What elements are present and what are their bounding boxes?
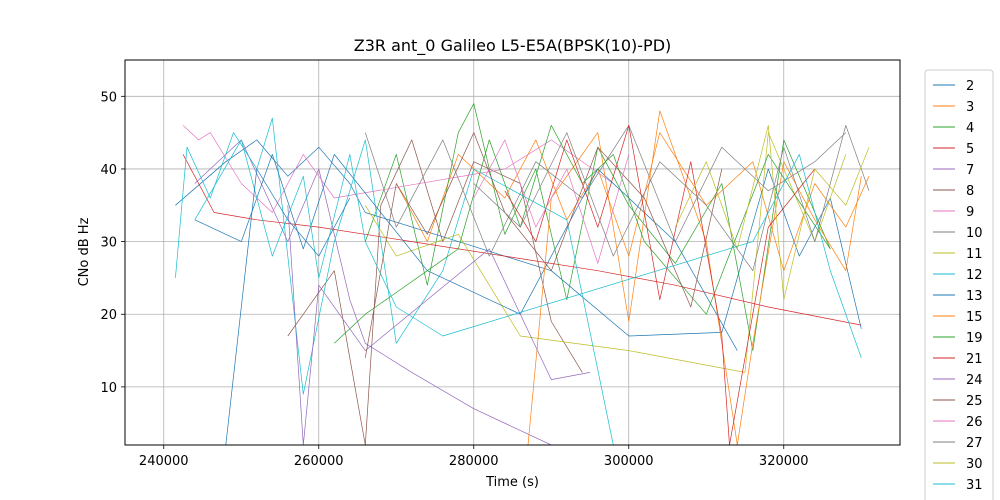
legend-label-26: 26 <box>966 415 983 430</box>
legend-label-10: 10 <box>966 226 983 241</box>
series-line-9 <box>182 125 614 213</box>
series-line-2 <box>175 139 862 337</box>
series-line-24 <box>287 205 591 445</box>
x-tick-label: 240000 <box>139 454 189 469</box>
legend-label-19: 19 <box>966 331 983 346</box>
y-tick-label: 40 <box>100 163 117 178</box>
legend-label-8: 8 <box>966 184 974 199</box>
series-line-33 <box>225 168 351 445</box>
series-line-27 <box>473 125 870 272</box>
y-tick-label: 20 <box>100 308 117 323</box>
legend-frame <box>924 69 994 500</box>
x-axis-label: Time (s) <box>485 475 539 490</box>
legend-label-9: 9 <box>966 205 974 220</box>
y-axis-ticks: 10 20 30 40 50 <box>100 90 125 396</box>
legend-label-7: 7 <box>966 163 974 178</box>
legend-label-5: 5 <box>966 142 974 157</box>
series-line-30 <box>674 125 870 301</box>
series-line-26 <box>473 139 630 264</box>
legend-label-11: 11 <box>966 247 983 262</box>
legend-label-13: 13 <box>966 289 983 304</box>
series-line-31 <box>194 139 862 358</box>
x-axis-ticks: 240000 260000 280000 300000 320000 <box>139 445 809 469</box>
x-tick-label: 260000 <box>294 454 344 469</box>
plot-frame <box>124 59 901 446</box>
x-tick-label: 300000 <box>604 454 654 469</box>
y-tick-label: 50 <box>100 90 117 105</box>
series-line-8 <box>287 139 583 445</box>
chart-title: Z3R ant_0 Galileo L5-E5A(BPSK(10)-PD) <box>354 36 672 56</box>
y-axis-label: CNo dB Hz <box>77 217 92 286</box>
series-line-11 <box>365 132 847 373</box>
legend-label-12: 12 <box>966 268 983 283</box>
series-line-25 <box>364 132 723 358</box>
series-line-7 <box>194 139 552 445</box>
series-line-4 <box>364 103 831 351</box>
series-line-15 <box>527 110 862 445</box>
y-tick-label: 30 <box>100 236 117 251</box>
legend-label-24: 24 <box>966 373 983 388</box>
legend-label-2: 2 <box>966 79 974 94</box>
legend-label-3: 3 <box>966 100 974 115</box>
legend-label-27: 27 <box>966 436 983 451</box>
grid <box>125 60 900 445</box>
legend-label-15: 15 <box>966 310 983 325</box>
series-group <box>175 103 870 445</box>
y-tick-label: 10 <box>100 381 117 396</box>
legend-label-25: 25 <box>966 394 983 409</box>
legend: 23457891011121315192124252627303133 <box>924 69 994 500</box>
series-line-19 <box>334 125 831 344</box>
legend-label-4: 4 <box>966 121 974 136</box>
x-tick-label: 280000 <box>449 454 499 469</box>
x-tick-label: 320000 <box>759 454 809 469</box>
legend-label-31: 31 <box>966 478 983 493</box>
legend-label-30: 30 <box>966 457 983 472</box>
legend-label-21: 21 <box>966 352 983 367</box>
series-line-21 <box>504 125 816 445</box>
